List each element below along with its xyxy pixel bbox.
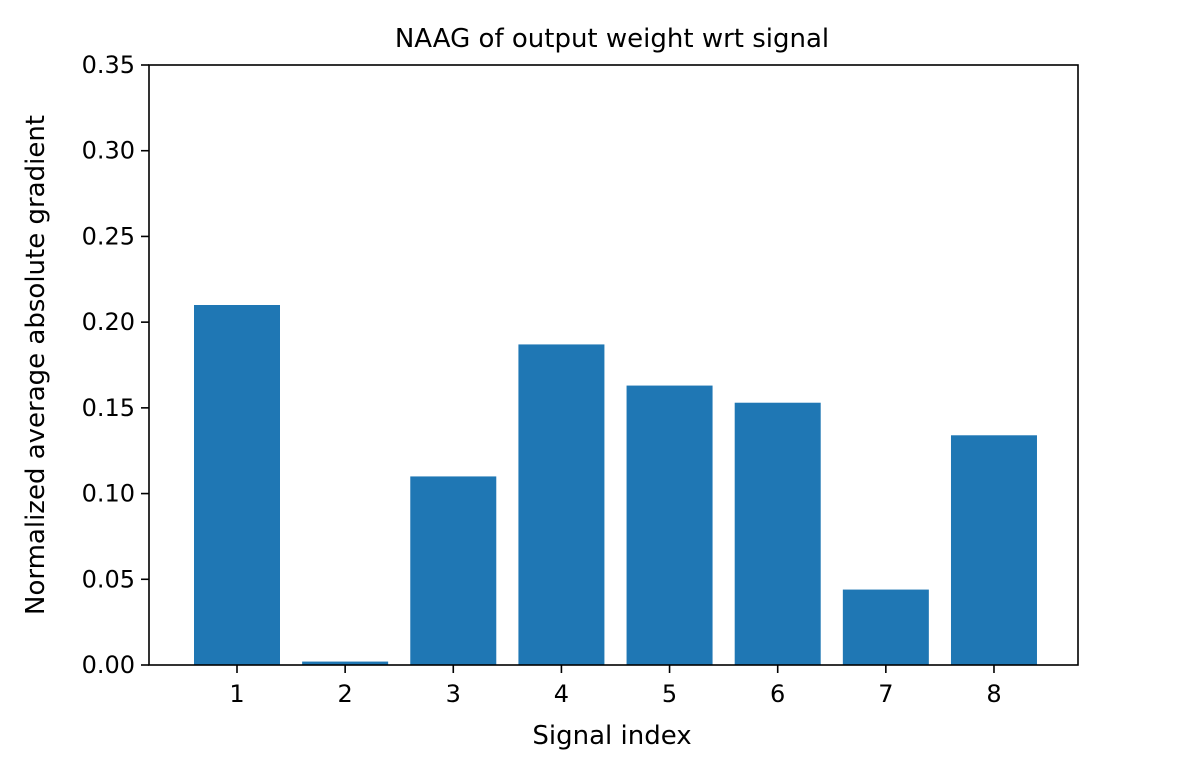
bar-7 [842,589,929,665]
y-tick-label: 0.35 [82,51,135,79]
plot-frame [148,64,1079,666]
y-tick-label: 0.30 [82,137,135,165]
x-tick-label: 2 [337,680,352,708]
bars-group [194,305,1037,665]
y-tick-label: 0.25 [82,222,135,250]
bar-3 [410,476,497,665]
x-tick-label: 5 [662,680,677,708]
x-tick-label: 1 [229,680,244,708]
y-axis-label: Normalized average absolute gradient [21,115,51,615]
x-axis-label: Signal index [532,721,691,751]
y-axis-ticks: 0.00 0.05 0.10 0.15 0.20 0.25 0.30 0.35 [82,51,149,679]
y-tick-label: 0.10 [82,480,135,508]
x-tick-label: 6 [770,680,785,708]
y-tick-label: 0.20 [82,308,135,336]
x-tick-label: 4 [554,680,569,708]
bar-5 [626,385,713,665]
bar-8 [950,435,1037,665]
bar-4 [518,344,605,665]
y-tick-label: 0.05 [82,565,135,593]
bar-1 [194,305,280,665]
bar-2 [302,661,389,665]
x-tick-label: 7 [878,680,893,708]
x-tick-label: 8 [986,680,1001,708]
y-tick-label: 0.15 [82,394,135,422]
bar-6 [734,402,821,665]
x-tick-label: 3 [446,680,461,708]
x-axis-ticks: 1 2 3 4 5 6 7 8 [229,665,1002,708]
chart-title: NAAG of output weight wrt signal [395,24,829,54]
y-tick-label: 0.00 [82,651,135,679]
